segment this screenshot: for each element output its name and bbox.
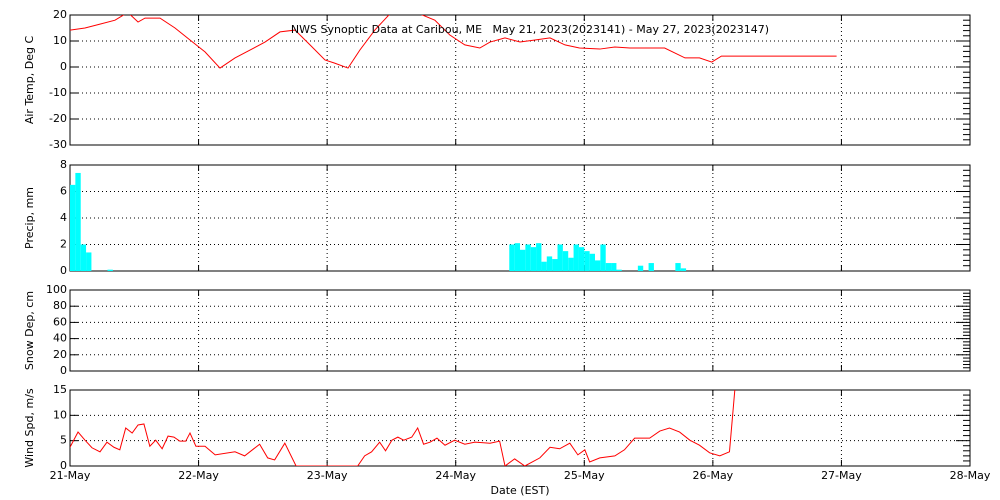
y-tick-label: 0: [60, 60, 67, 73]
y-tick-label: 15: [53, 383, 67, 396]
bar: [509, 244, 515, 271]
bar: [562, 251, 569, 271]
bar: [536, 243, 542, 271]
line: [70, 15, 837, 69]
y-axis-label: Precip, mm: [23, 187, 36, 249]
bar: [637, 265, 644, 271]
y-tick-label: -10: [49, 86, 67, 99]
bar: [568, 257, 574, 271]
line: [70, 390, 736, 466]
bar: [530, 247, 537, 271]
bar: [70, 184, 76, 271]
bar: [552, 259, 558, 271]
bar: [557, 244, 563, 271]
plot-frame: [69, 289, 971, 372]
x-tick-label: 21-May: [50, 469, 91, 482]
y-tick-label: 10: [53, 34, 67, 47]
x-tick-label: 28-May: [950, 469, 991, 482]
y-tick-label: 0: [60, 459, 67, 472]
chart-title: NWS Synoptic Data at Caribou, ME May 21,…: [291, 23, 769, 36]
data-layer: [70, 15, 837, 69]
plot-frame: [69, 389, 971, 467]
y-tick-label: 5: [60, 434, 67, 447]
y-tick-label: 80: [53, 299, 67, 312]
y-tick-label: 40: [53, 332, 67, 345]
bar: [600, 244, 606, 271]
bar: [520, 249, 526, 271]
bar: [75, 172, 81, 271]
y-tick-label: 0: [60, 264, 67, 277]
bar: [595, 260, 601, 271]
x-tick-label: 27-May: [821, 469, 862, 482]
y-tick-label: 20: [53, 8, 67, 21]
x-axis-label: Date (EST): [490, 484, 549, 497]
bar: [616, 269, 622, 271]
y-tick-label: 20: [53, 348, 67, 361]
y-tick-label: 60: [53, 315, 67, 328]
data-layer: [70, 390, 736, 466]
data-layer: [70, 172, 687, 271]
bar: [589, 253, 595, 271]
bar: [541, 261, 547, 271]
bar: [680, 268, 687, 271]
bar: [514, 243, 520, 271]
bar: [573, 244, 579, 271]
y-tick-label: 0: [60, 364, 67, 377]
bar: [611, 263, 617, 271]
y-tick-label: 4: [60, 211, 67, 224]
y-axis-label: Snow Dep, cm: [23, 291, 36, 370]
y-tick-label: 2: [60, 238, 67, 251]
y-tick-label: 8: [60, 158, 67, 171]
bar: [107, 269, 113, 271]
bar: [80, 244, 87, 271]
x-tick-label: 26-May: [692, 469, 733, 482]
bar: [546, 256, 553, 271]
y-axis-label: Air Temp, Deg C: [23, 36, 36, 125]
bar: [648, 263, 654, 271]
plot-frame: [69, 14, 971, 146]
y-tick-label: 10: [53, 408, 67, 421]
x-tick-label: 25-May: [564, 469, 605, 482]
y-tick-label: -20: [49, 112, 67, 125]
bar: [605, 263, 612, 271]
x-tick-label: 23-May: [307, 469, 348, 482]
bar: [584, 251, 590, 271]
y-tick-label: -30: [49, 138, 67, 151]
y-tick-label: 6: [60, 185, 67, 198]
bar: [578, 247, 585, 271]
bar: [86, 252, 92, 271]
y-axis-label: Wind Spd, m/s: [23, 388, 36, 468]
bar: [675, 263, 681, 271]
x-tick-label: 22-May: [178, 469, 219, 482]
x-tick-label: 24-May: [435, 469, 476, 482]
y-tick-label: 100: [46, 283, 67, 296]
bar: [525, 244, 531, 271]
